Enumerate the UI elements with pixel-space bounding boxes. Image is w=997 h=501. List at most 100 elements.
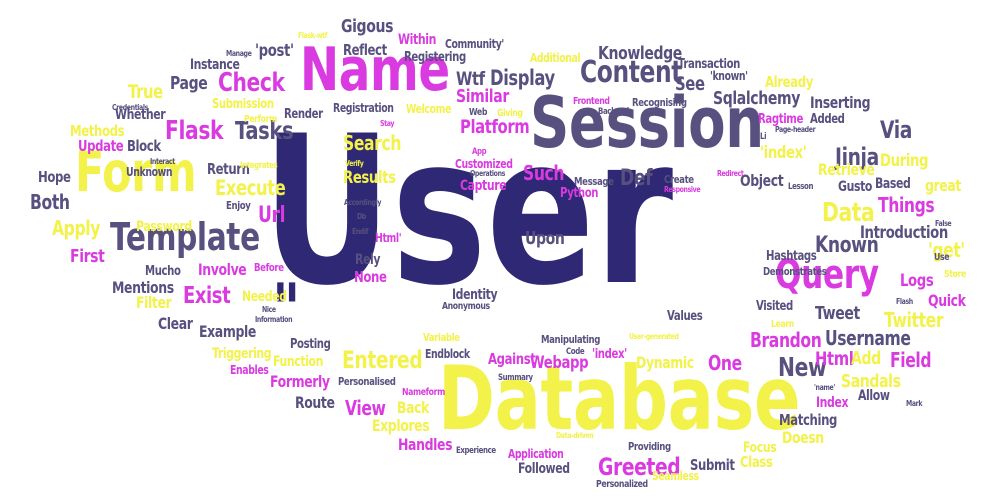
- word-cloud-word: Check: [218, 68, 285, 98]
- word-cloud-word: Personalized: [596, 479, 648, 490]
- word-cloud-word: Ragtime: [758, 112, 803, 127]
- word-cloud-word: One: [708, 351, 742, 375]
- word-cloud-word: Instance: [190, 57, 240, 73]
- word-cloud-word: Store: [944, 269, 966, 280]
- word-cloud-word: Integrates: [240, 161, 278, 171]
- word-cloud-word: Variable: [423, 331, 460, 344]
- word-cloud-word: Personalised: [338, 375, 396, 388]
- word-cloud-word: Allow: [858, 388, 890, 404]
- word-cloud-word: Tweet: [815, 303, 860, 324]
- word-cloud-word: 'known': [710, 69, 748, 83]
- word-cloud-word: Posting: [290, 337, 331, 352]
- word-cloud-word: Page: [170, 73, 208, 94]
- word-cloud-word: 'get': [928, 238, 965, 262]
- word-cloud-word: Display: [490, 66, 555, 90]
- word-cloud-word: Field: [890, 348, 932, 372]
- word-cloud-word: Data-driven: [556, 431, 594, 440]
- word-cloud-word: Rely: [355, 252, 381, 268]
- word-cloud-word: Submission: [212, 97, 274, 112]
- word-cloud-word: Handles: [398, 435, 453, 454]
- word-cloud-word: Hope: [38, 168, 71, 186]
- word-cloud-word: Before: [254, 261, 284, 274]
- word-cloud-word: Entered: [342, 346, 423, 374]
- word-cloud-word: Explores: [372, 416, 430, 435]
- word-cloud-word: Providing: [628, 440, 671, 453]
- word-cloud-word: First: [70, 246, 105, 267]
- word-cloud-word: Introduction: [860, 223, 948, 243]
- word-cloud-word: False: [935, 219, 952, 228]
- word-cloud-word: Lesson: [788, 182, 814, 192]
- word-cloud-word: Information: [255, 315, 293, 324]
- word-cloud-word: Registering: [404, 50, 466, 65]
- word-cloud-word: Webapp: [530, 353, 589, 373]
- word-cloud-word: Doesn: [782, 428, 824, 447]
- word-cloud-word: Already: [765, 73, 813, 91]
- word-cloud-word: Html: [815, 348, 854, 370]
- word-cloud-word: Verify: [345, 159, 364, 168]
- word-cloud-word: Methods: [70, 122, 125, 140]
- word-cloud-word: Reflect: [343, 41, 387, 59]
- word-cloud-word: Enjoy: [226, 199, 251, 212]
- word-cloud-word: Upon: [525, 228, 565, 249]
- word-cloud-word: Triggering: [212, 346, 272, 362]
- word-cloud-word: Dynamic: [636, 353, 694, 372]
- word-cloud-word: Logs: [900, 271, 934, 291]
- word-cloud-word: Platform: [460, 116, 530, 138]
- word-cloud-word: Transaction: [678, 57, 740, 72]
- word-cloud-word: True: [128, 81, 163, 103]
- word-cloud-word: Customized: [455, 157, 513, 171]
- word-cloud-word: Perform: [244, 114, 277, 125]
- word-cloud-word: Gusto: [838, 179, 873, 195]
- word-cloud-word: Both: [30, 190, 70, 214]
- word-cloud-word: Example: [199, 322, 256, 341]
- word-cloud-word: Nice: [262, 305, 276, 314]
- word-cloud-word: Mark: [906, 399, 923, 408]
- word-cloud-word: Twitter: [884, 308, 944, 332]
- word-cloud-word: Against: [488, 350, 536, 368]
- word-cloud-word: Seamless: [652, 469, 699, 483]
- word-cloud-word: Username: [825, 326, 911, 350]
- word-cloud-word: Identity: [452, 287, 498, 303]
- word-cloud-word: Accordingly: [344, 198, 382, 207]
- word-cloud-word: Html': [375, 231, 402, 245]
- word-cloud-word: Query: [775, 252, 879, 298]
- word-cloud-word: Redirect: [717, 169, 744, 178]
- word-cloud-word: Password: [136, 219, 192, 235]
- word-cloud-word: Filter: [136, 293, 172, 312]
- word-cloud-word: Frontend: [573, 96, 610, 107]
- word-cloud-word: Block: [127, 137, 161, 155]
- word-cloud-word: Backend: [598, 107, 629, 117]
- word-cloud-word: Exist: [183, 283, 231, 309]
- word-cloud-word: Interact: [150, 157, 175, 166]
- word-cloud-word: Database: [438, 347, 801, 450]
- word-cloud-word: Such: [523, 161, 565, 185]
- word-cloud-word: Things: [878, 193, 935, 217]
- word-cloud-word: Nameform: [402, 387, 445, 398]
- word-cloud-word: Followed: [518, 461, 570, 477]
- word-cloud-word: Add: [851, 348, 881, 369]
- word-cloud-word: Code: [566, 347, 585, 357]
- word-cloud-word: Involve: [198, 260, 247, 279]
- word-cloud-word: Known: [815, 233, 879, 258]
- word-cloud-word: Focus: [743, 440, 777, 456]
- word-cloud-word: great: [925, 176, 961, 195]
- word-cloud-word: Gigous: [341, 16, 394, 37]
- word-cloud-word: Page-header: [775, 125, 816, 134]
- word-cloud-word: Endblock: [425, 347, 470, 361]
- word-cloud-word: Experience: [456, 446, 496, 456]
- word-cloud-word: Sqlalchemy: [713, 88, 800, 109]
- word-cloud-word: Summary: [498, 373, 533, 383]
- word-cloud-word: View: [345, 396, 386, 420]
- word-cloud-word: Retrieve: [818, 160, 875, 179]
- word-cloud-word: Form: [75, 140, 197, 204]
- word-cloud-word: ": [272, 269, 301, 351]
- word-cloud-word: Stay: [380, 119, 395, 128]
- word-cloud-word: Create: [664, 173, 694, 186]
- word-cloud-word: Visited: [756, 299, 793, 314]
- word-cloud-word: Enables: [230, 363, 269, 377]
- word-cloud-word: Flask: [165, 116, 224, 146]
- word-cloud-word: Learn: [771, 319, 794, 330]
- word-cloud-word: Tasks: [235, 116, 294, 145]
- word-cloud-word: Credentials: [112, 103, 148, 112]
- word-cloud-word: Render: [284, 107, 323, 122]
